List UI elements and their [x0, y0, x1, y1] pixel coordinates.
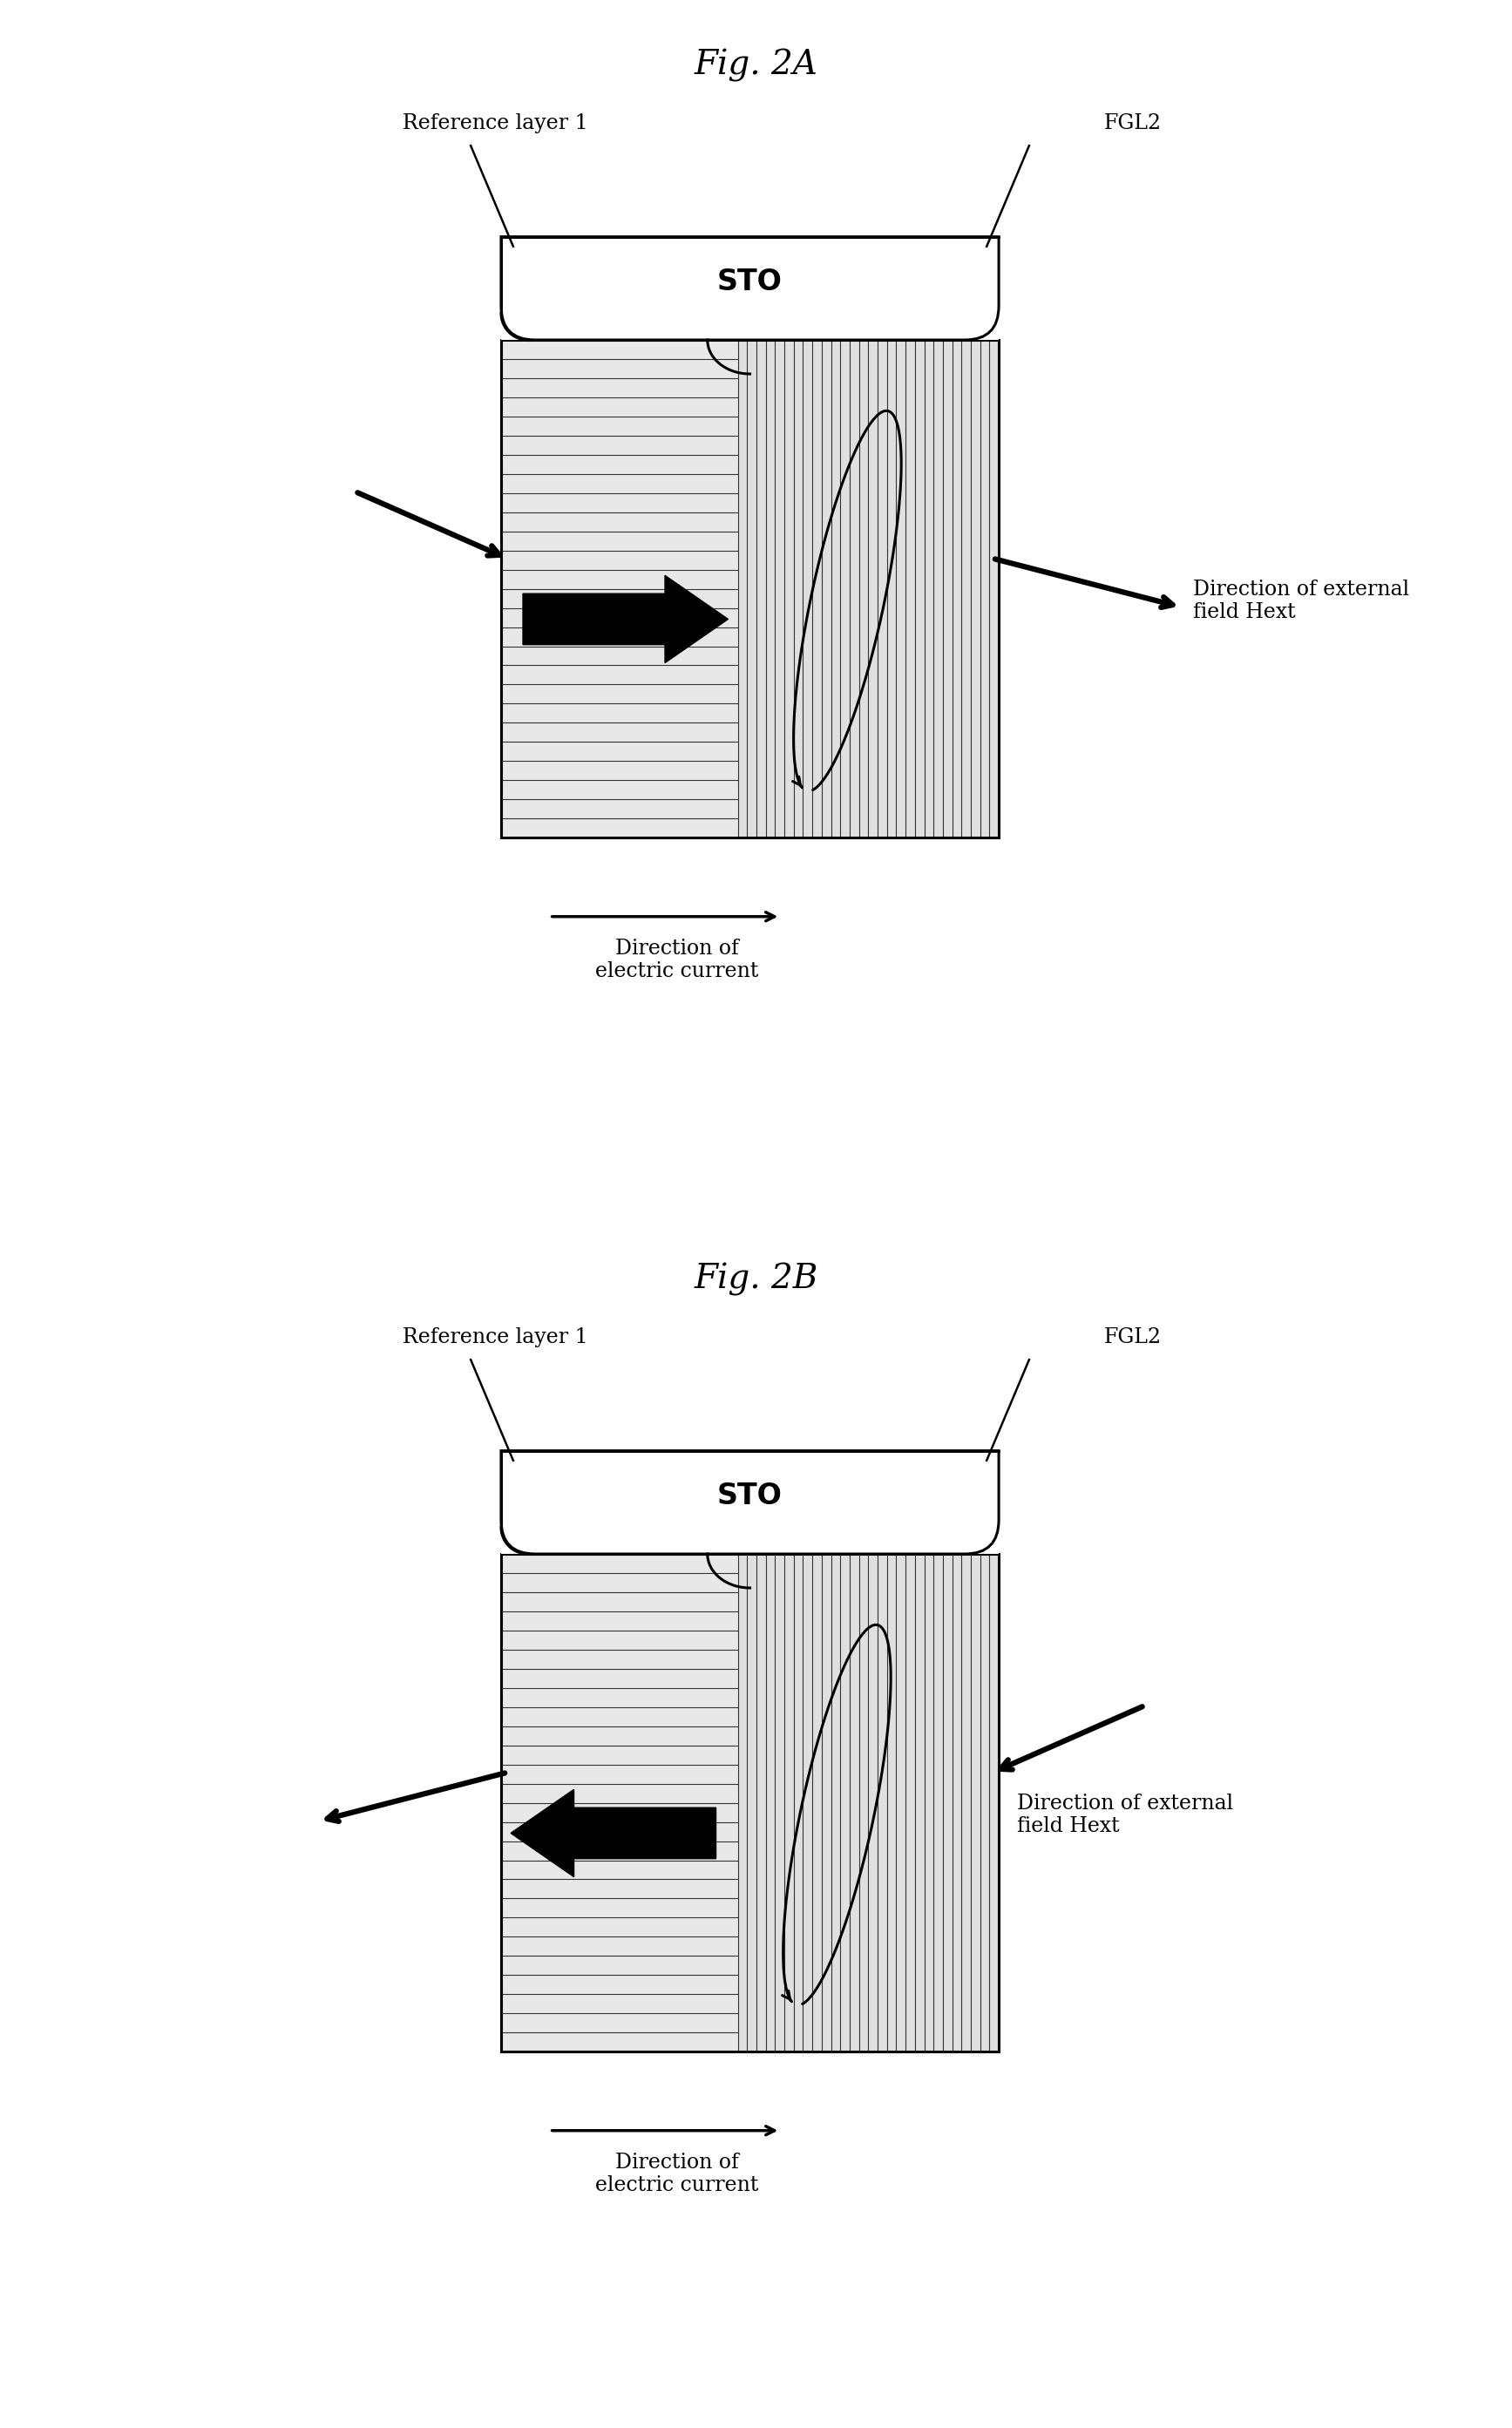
Text: STO: STO — [717, 267, 783, 296]
Bar — [500, 1554, 999, 2052]
Bar — [738, 1554, 999, 2052]
Text: Fig. 2B: Fig. 2B — [694, 1263, 818, 1297]
Text: FGL2: FGL2 — [1104, 114, 1161, 134]
Bar — [738, 340, 999, 838]
PathPatch shape — [500, 1450, 999, 1554]
Bar — [500, 236, 999, 340]
Text: Reference layer 1: Reference layer 1 — [402, 114, 588, 134]
Text: Direction of external
field Hext: Direction of external field Hext — [1193, 580, 1409, 622]
Polygon shape — [511, 1789, 717, 1877]
Bar — [500, 340, 999, 838]
Bar — [500, 340, 738, 838]
PathPatch shape — [500, 236, 999, 340]
Text: Direction of external
field Hext: Direction of external field Hext — [1018, 1794, 1234, 1836]
Bar — [500, 1450, 999, 1554]
Text: Fig. 2A: Fig. 2A — [694, 49, 818, 83]
Text: Direction of
electric current: Direction of electric current — [596, 937, 759, 981]
Polygon shape — [523, 575, 729, 663]
Text: Reference layer 1: Reference layer 1 — [402, 1328, 588, 1348]
Text: STO: STO — [717, 1481, 783, 1510]
Bar — [500, 1554, 738, 2052]
Text: FGL2: FGL2 — [1104, 1328, 1161, 1348]
Text: Direction of
electric current: Direction of electric current — [596, 2151, 759, 2195]
